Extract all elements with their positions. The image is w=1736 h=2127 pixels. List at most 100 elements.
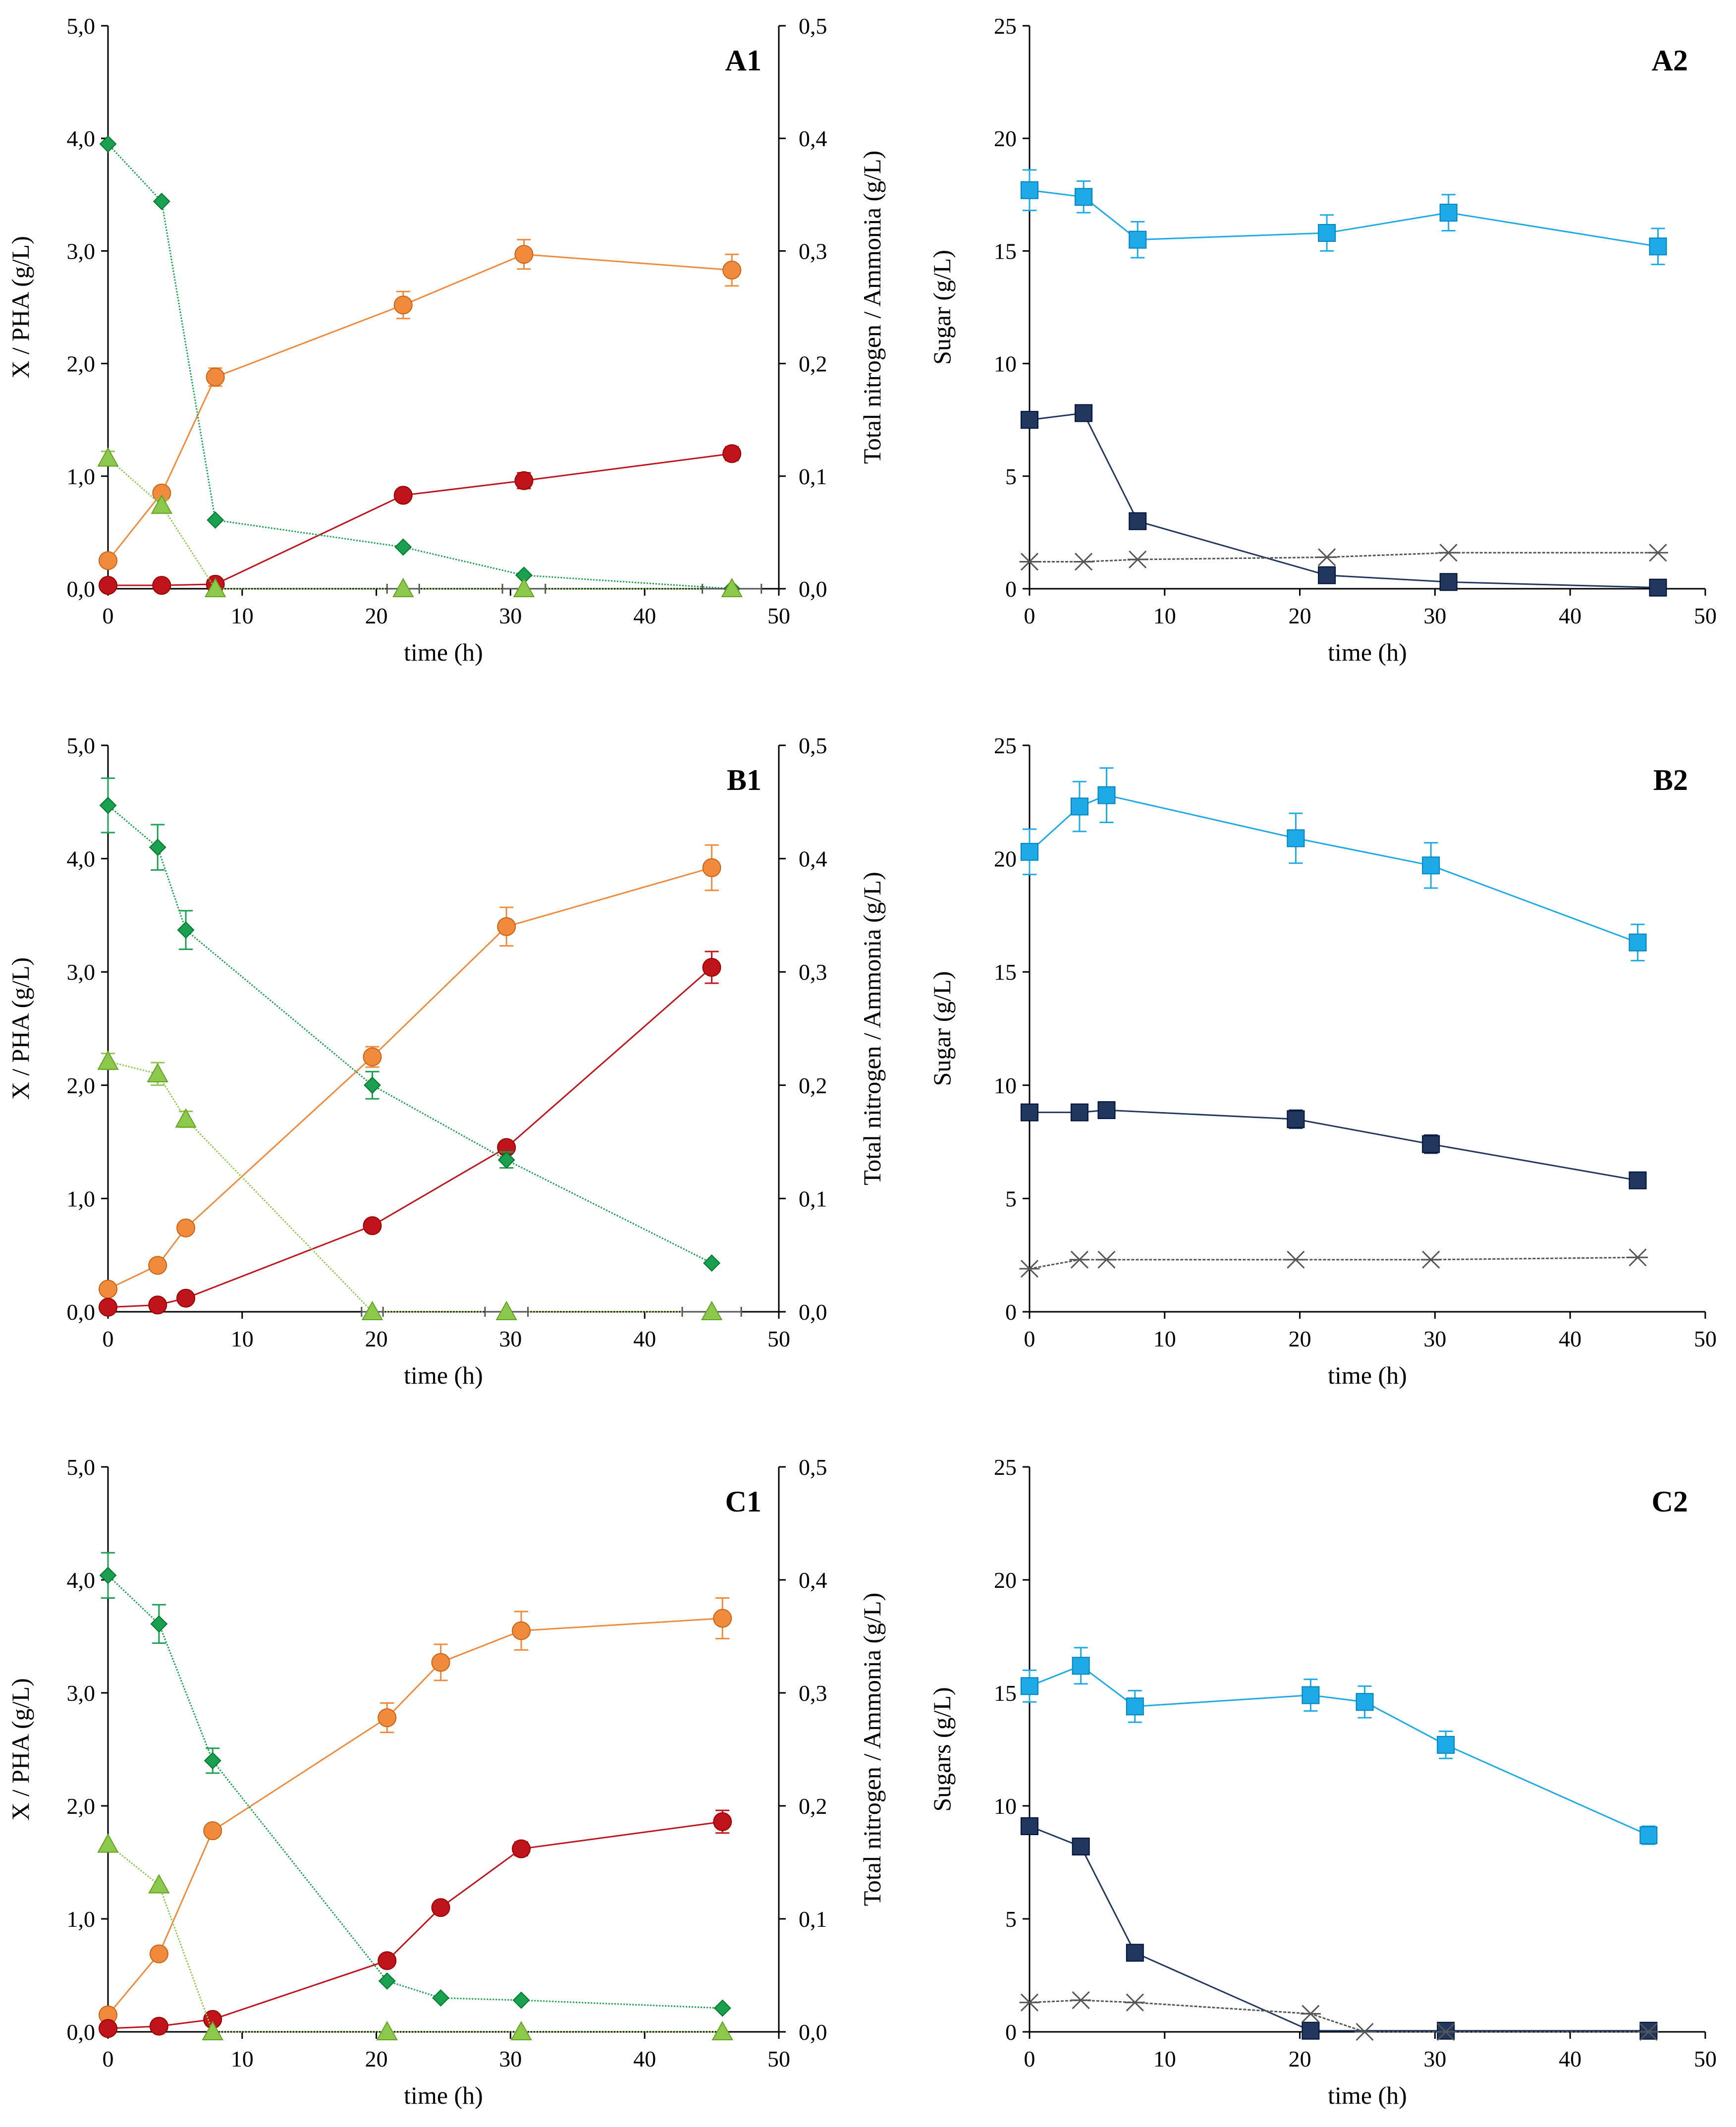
series-sugar-light-	[1021, 1647, 1658, 1846]
x-tick-label: 0	[103, 603, 114, 628]
y-tick-label: 1,0	[67, 464, 96, 489]
y-axis-label: Sugar (g/L)	[928, 250, 956, 365]
series-line	[108, 452, 732, 586]
data-point	[713, 1999, 731, 2017]
data-point	[1019, 1260, 1040, 1278]
data-point	[99, 1567, 117, 1584]
y2-tick-label: 0,1	[799, 1906, 827, 1932]
panel-label: A1	[725, 44, 761, 77]
x-axis-label: time (h)	[404, 1361, 483, 1389]
x-axis-label: time (h)	[404, 2081, 483, 2109]
data-point	[702, 858, 721, 877]
series-total-nitrogen	[99, 135, 741, 598]
data-point	[99, 796, 117, 814]
data-point	[97, 1833, 119, 1853]
data-point	[1286, 1250, 1306, 1269]
data-point	[512, 1839, 531, 1858]
y-tick-label: 20	[994, 846, 1017, 872]
x-tick-label: 10	[1153, 2046, 1176, 2071]
series-line	[107, 253, 732, 561]
series-ammonia	[97, 447, 762, 597]
y2-axis-label: Total nitrogen / Ammonia (g/L)	[858, 872, 886, 1185]
data-point	[1422, 1135, 1440, 1153]
series-sugar-dark-	[1021, 1101, 1647, 1189]
x-tick-label: 20	[1289, 603, 1311, 628]
chart-panel-a1: 0 10 20 30 40 50 0,0 1,0 2,0 3,0 4,0 5,0 0,0 0,1 0,2 0,…	[6, 13, 886, 666]
data-point	[1628, 1248, 1648, 1267]
data-point	[151, 494, 173, 514]
data-point	[1356, 1693, 1374, 1711]
y-tick-label: 25	[994, 1455, 1017, 1480]
y-tick-label: 20	[994, 1567, 1017, 1593]
series-total-nitrogen	[99, 1552, 731, 2017]
y-tick-label: 5,0	[67, 13, 96, 39]
data-point	[1021, 842, 1038, 861]
series-ammonia	[97, 1050, 742, 1320]
data-point	[150, 1615, 168, 1633]
x-tick-label: 50	[767, 603, 790, 628]
data-point	[1097, 786, 1116, 804]
y-tick-label: 2,0	[67, 1793, 96, 1819]
x-tick-label: 30	[1423, 1326, 1446, 1351]
y-tick-label: 2,0	[67, 351, 96, 377]
data-point	[1126, 1944, 1144, 1962]
data-point	[432, 1989, 449, 2007]
x-tick-label: 30	[1423, 603, 1446, 628]
data-point	[1021, 1677, 1038, 1695]
x-tick-label: 30	[499, 1326, 522, 1351]
data-point	[1071, 1991, 1091, 2010]
data-point	[1021, 1817, 1038, 1836]
series-ammonia	[97, 1833, 733, 2040]
y2-tick-label: 0,5	[799, 13, 827, 39]
series-line	[1029, 1256, 1638, 1270]
chart-panel-a2: 0 10 20 30 40 50 0 5 10 15 20 25 time (h) Sugar (g/L)…	[928, 13, 1717, 666]
series-sugar-star-	[1019, 1248, 1648, 1278]
data-point	[149, 1944, 168, 1963]
y2-tick-label: 0,4	[799, 126, 827, 151]
data-point	[99, 551, 117, 570]
data-point	[153, 193, 170, 210]
data-point	[513, 577, 535, 597]
y-axis-label: X / PHA (g/L)	[6, 957, 34, 1100]
series-line	[108, 1844, 723, 2033]
data-point	[97, 447, 119, 467]
data-point	[703, 1254, 721, 1272]
y2-tick-label: 0,3	[799, 1680, 827, 1706]
data-point	[702, 958, 721, 977]
data-point	[1302, 2021, 1320, 2040]
series-sugar-dark-	[1021, 1817, 1658, 2040]
data-point	[1287, 1110, 1305, 1128]
data-point	[1125, 1993, 1145, 2012]
data-point	[202, 2020, 223, 2040]
series-pha	[99, 951, 721, 1317]
y-tick-label: 15	[994, 238, 1017, 264]
panel-label: C1	[725, 1485, 761, 1518]
y-tick-label: 10	[994, 351, 1017, 377]
data-point	[1422, 856, 1440, 875]
x-tick-label: 20	[1289, 1326, 1311, 1351]
data-point	[204, 1752, 221, 1770]
data-point	[1019, 1993, 1040, 2012]
data-point	[394, 538, 412, 556]
data-point	[1127, 550, 1148, 568]
series-line	[1029, 1999, 1649, 2033]
data-point	[1126, 1697, 1144, 1716]
data-point	[378, 1972, 396, 1990]
y-tick-label: 4,0	[67, 1567, 96, 1593]
data-point	[1355, 2022, 1375, 2041]
y-tick-label: 3,0	[67, 238, 96, 264]
data-point	[207, 511, 224, 529]
data-point	[1438, 544, 1459, 562]
x-tick-label: 40	[1559, 603, 1581, 628]
y2-tick-label: 0,0	[799, 2019, 827, 2045]
x-tick-label: 50	[767, 1326, 790, 1351]
series-x	[99, 844, 721, 1299]
series-line	[107, 1618, 723, 2015]
data-point	[1072, 1838, 1090, 1856]
series-sugar-light-	[1021, 767, 1647, 961]
data-point	[99, 1280, 117, 1299]
y-tick-label: 0	[1005, 1299, 1017, 1325]
x-tick-label: 30	[499, 2046, 522, 2071]
data-point	[1628, 933, 1647, 952]
